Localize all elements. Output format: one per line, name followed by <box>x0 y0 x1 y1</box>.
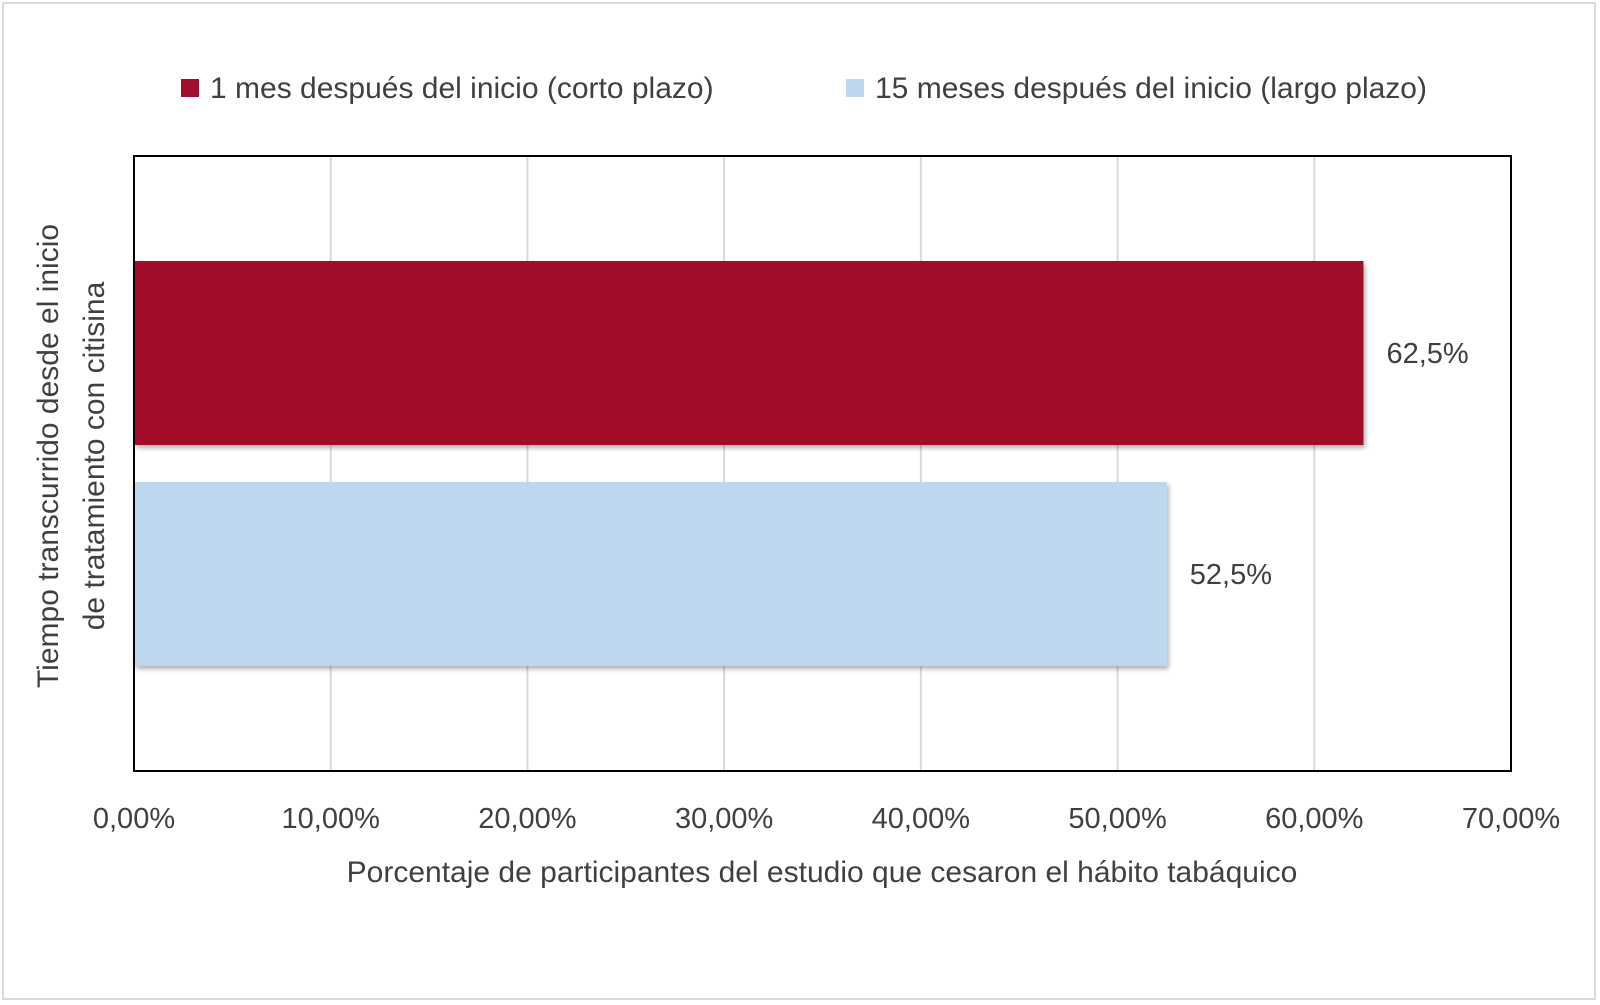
bar-series-1 <box>134 261 1364 445</box>
legend-label-series-2: 15 meses después del inicio (largo plazo… <box>875 72 1427 105</box>
gridlines <box>329 156 1316 771</box>
x-tick-label: 30,00% <box>675 803 773 835</box>
x-tick-label: 70,00% <box>1462 803 1560 835</box>
bar-series-2 <box>134 482 1167 666</box>
x-tick-label: 0,00% <box>93 803 175 835</box>
legend-label-series-1: 1 mes después del inicio (corto plazo) <box>210 72 714 105</box>
legend: 1 mes después del inicio (corto plazo) 1… <box>181 72 1427 105</box>
x-tick-label: 50,00% <box>1068 803 1166 835</box>
x-tick-label: 40,00% <box>872 803 970 835</box>
y-axis-title-line-1: Tiempo transcurrido desde el inicio <box>32 224 65 688</box>
bars <box>134 261 1364 666</box>
y-axis-title-line-2: de tratamiento con citisina <box>78 281 111 630</box>
x-tick-label: 10,00% <box>282 803 380 835</box>
y-axis-title: Tiempo transcurrido desde el inicio de t… <box>32 224 111 688</box>
x-axis-tick-labels: 0,00% 10,00% 20,00% 30,00% 40,00% 50,00% 60,00… <box>93 803 1560 835</box>
legend-swatch-series-1 <box>181 79 199 97</box>
x-tick-label: 60,00% <box>1265 803 1363 835</box>
plot-area <box>133 155 1512 772</box>
data-label-series-2: 52,5% <box>1190 559 1272 591</box>
x-tick-label: 20,00% <box>478 803 576 835</box>
legend-swatch-series-2 <box>846 79 864 97</box>
data-label-series-1: 62,5% <box>1386 338 1468 370</box>
x-axis-title: Porcentaje de participantes del estudio … <box>347 856 1298 889</box>
